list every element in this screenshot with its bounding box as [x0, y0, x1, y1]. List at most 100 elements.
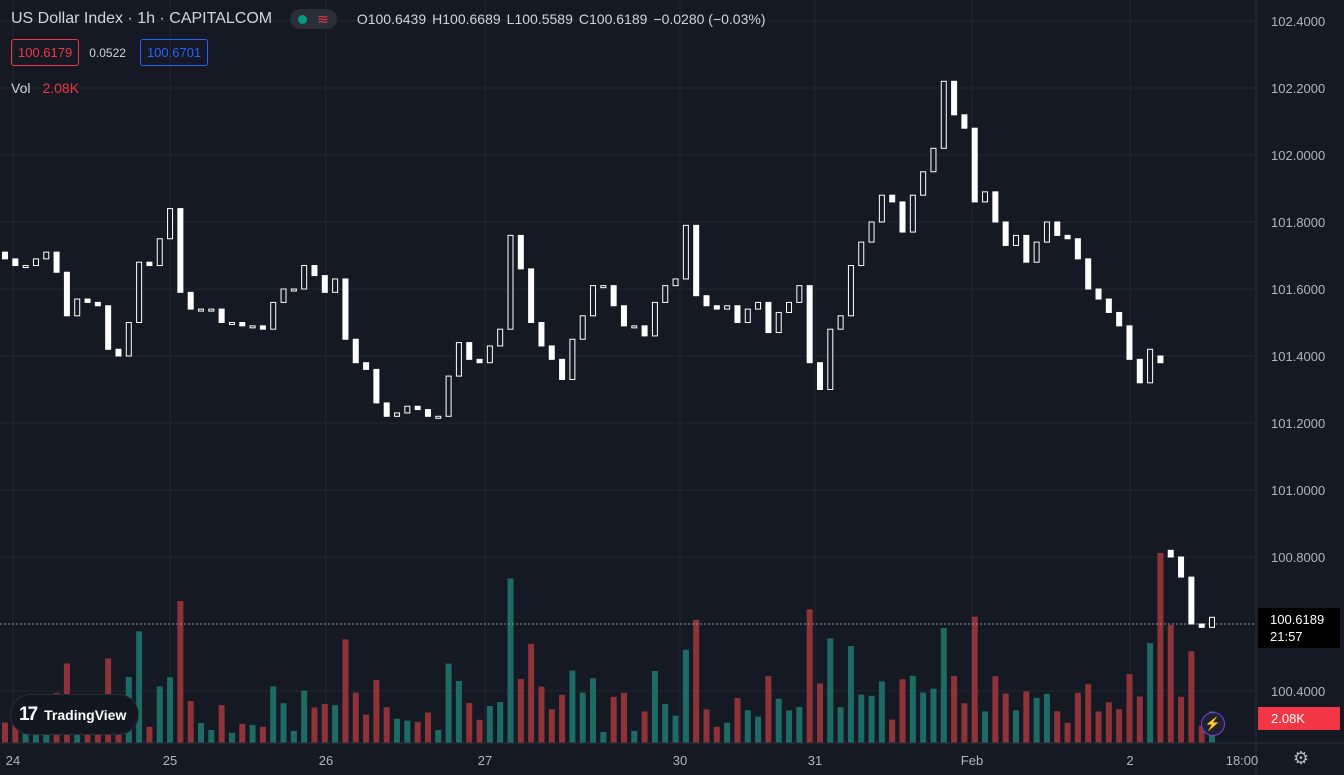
volume-bar: [992, 676, 999, 743]
candle: [930, 147, 937, 173]
volume-bar: [218, 705, 225, 743]
time-tick-label: 31: [808, 753, 822, 768]
quote-boxes: 100.6179 0.0522 100.6701: [11, 39, 209, 66]
volume-bar: [373, 680, 380, 743]
tradingview-logo[interactable]: 17 TradingView: [10, 694, 139, 735]
volume-bar: [1095, 711, 1102, 743]
volume-bar: [548, 709, 555, 743]
sell-button[interactable]: 100.6179: [11, 39, 80, 66]
volume-bar: [786, 710, 793, 743]
candle: [682, 224, 689, 280]
candle: [218, 308, 225, 324]
volume-bar: [847, 646, 854, 743]
volume-bar: [1023, 691, 1030, 743]
candle: [693, 224, 700, 297]
volume-bar: [579, 692, 586, 743]
candle: [280, 288, 287, 303]
candle: [167, 208, 174, 240]
volume-bar: [1116, 709, 1123, 743]
volume-bar: [228, 733, 235, 743]
price-badge: 100.6189 21:57: [1258, 608, 1340, 648]
low-value: 100.5589: [514, 11, 573, 27]
candle: [734, 305, 741, 323]
buy-button[interactable]: 100.6701: [139, 39, 209, 66]
candle: [765, 301, 772, 334]
candle: [53, 251, 60, 273]
candle: [497, 328, 504, 347]
candle: [198, 308, 205, 312]
candle: [816, 362, 823, 391]
volume-bar: [414, 721, 421, 743]
candle: [187, 291, 194, 310]
candle: [486, 345, 493, 364]
status-pill[interactable]: ≋: [290, 9, 337, 29]
volume-bar: [1002, 693, 1009, 743]
candle: [620, 305, 627, 327]
volume-legend[interactable]: Vol 2.08K: [11, 80, 79, 96]
volume-bar: [2, 722, 8, 743]
volume-bar: [600, 732, 607, 743]
volume-bar: [662, 704, 669, 743]
candle: [1054, 221, 1061, 236]
candle: [672, 278, 679, 287]
candle: [146, 261, 153, 267]
candle: [321, 275, 328, 293]
volume-bar: [930, 688, 937, 743]
candle: [342, 278, 349, 340]
candle: [837, 315, 844, 330]
volume-bar: [775, 698, 782, 743]
gear-icon[interactable]: ⚙: [1292, 748, 1310, 768]
symbol-title[interactable]: US Dollar Index · 1h · CAPITALCOM: [11, 10, 273, 27]
tradingview-label: TradingView: [44, 706, 127, 723]
candle: [889, 194, 896, 203]
candle: [352, 338, 359, 364]
candle: [920, 171, 927, 196]
volume-label: Vol: [11, 80, 31, 96]
candle: [125, 322, 132, 357]
candle: [435, 415, 442, 419]
volume-bar: [424, 712, 431, 743]
volume-bar: [311, 707, 318, 743]
volume-bar: [528, 643, 535, 743]
candle: [951, 80, 958, 116]
candle: [156, 238, 163, 267]
candle: [1012, 234, 1019, 246]
volume-value: 2.08K: [42, 80, 80, 96]
candle: [528, 268, 535, 323]
volume-bar: [445, 663, 452, 743]
volume-bar: [280, 703, 287, 743]
candle: [115, 348, 122, 357]
candle: [806, 285, 813, 364]
volume-bar: [466, 703, 473, 743]
volume-bar: [734, 698, 741, 743]
candle: [1126, 325, 1133, 360]
volume-bar: [713, 726, 720, 743]
price-tick-label: 100.4000: [1271, 684, 1325, 699]
price-axis[interactable]: 102.4000 102.2000 102.0000 101.8000 101.6000…: [1271, 14, 1325, 699]
candle: [538, 322, 545, 347]
candle: [74, 298, 81, 317]
candle: [610, 285, 617, 307]
candle: [301, 265, 308, 290]
candle: [32, 258, 39, 267]
candle: [404, 405, 411, 414]
lightning-icon[interactable]: ⚡: [1201, 712, 1225, 736]
candle: [517, 234, 524, 270]
candle: [878, 194, 885, 223]
candle: [424, 409, 431, 417]
volume-bar: [1126, 674, 1133, 743]
time-tick-label: 25: [163, 753, 177, 768]
candle: [177, 208, 184, 293]
candle: [1085, 258, 1092, 290]
candle: [631, 325, 638, 329]
volume-bar: [1064, 722, 1071, 743]
candle: [1095, 288, 1102, 300]
time-axis[interactable]: 24 25 26 27 30 31 Feb 2 18:00: [6, 753, 1259, 768]
candle: [94, 301, 101, 307]
volume-bar: [486, 706, 493, 743]
candle: [1188, 576, 1195, 625]
volume-bar: [146, 726, 153, 743]
volume-bar: [682, 649, 689, 743]
volume-bar: [507, 578, 514, 743]
